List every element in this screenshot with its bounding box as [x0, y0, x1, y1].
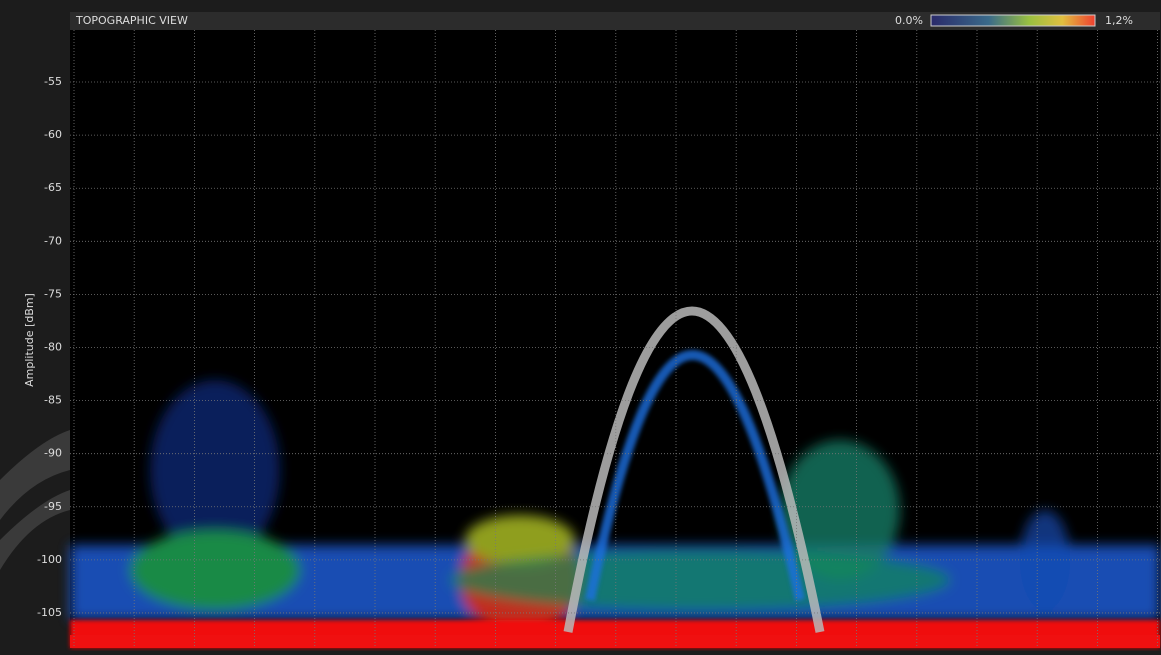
y-tick-label: -60	[44, 128, 62, 141]
chart: TOPOGRAPHIC VIEW Amplitude [dBm] -55 -60 -…	[0, 0, 1161, 655]
colorbar	[931, 15, 1095, 26]
y-tick-label: -85	[44, 394, 62, 407]
y-tick-label: -70	[44, 234, 62, 247]
colorbar-tick-label: 1,2%	[1105, 14, 1133, 27]
y-tick-label: -65	[44, 181, 62, 194]
y-tick-label: -75	[44, 287, 62, 300]
y-axis-label: Amplitude [dBm]	[23, 293, 36, 387]
y-tick-label: -90	[44, 447, 62, 460]
y-tick-label: -100	[37, 553, 62, 566]
y-tick-label: -80	[44, 340, 62, 353]
chart-title: TOPOGRAPHIC VIEW	[75, 14, 188, 27]
y-tick-label: -95	[44, 500, 62, 513]
colorbar-tick-label: 0.0%	[895, 14, 923, 27]
y-tick-label: -55	[44, 75, 62, 88]
y-tick-label: -105	[37, 606, 62, 619]
